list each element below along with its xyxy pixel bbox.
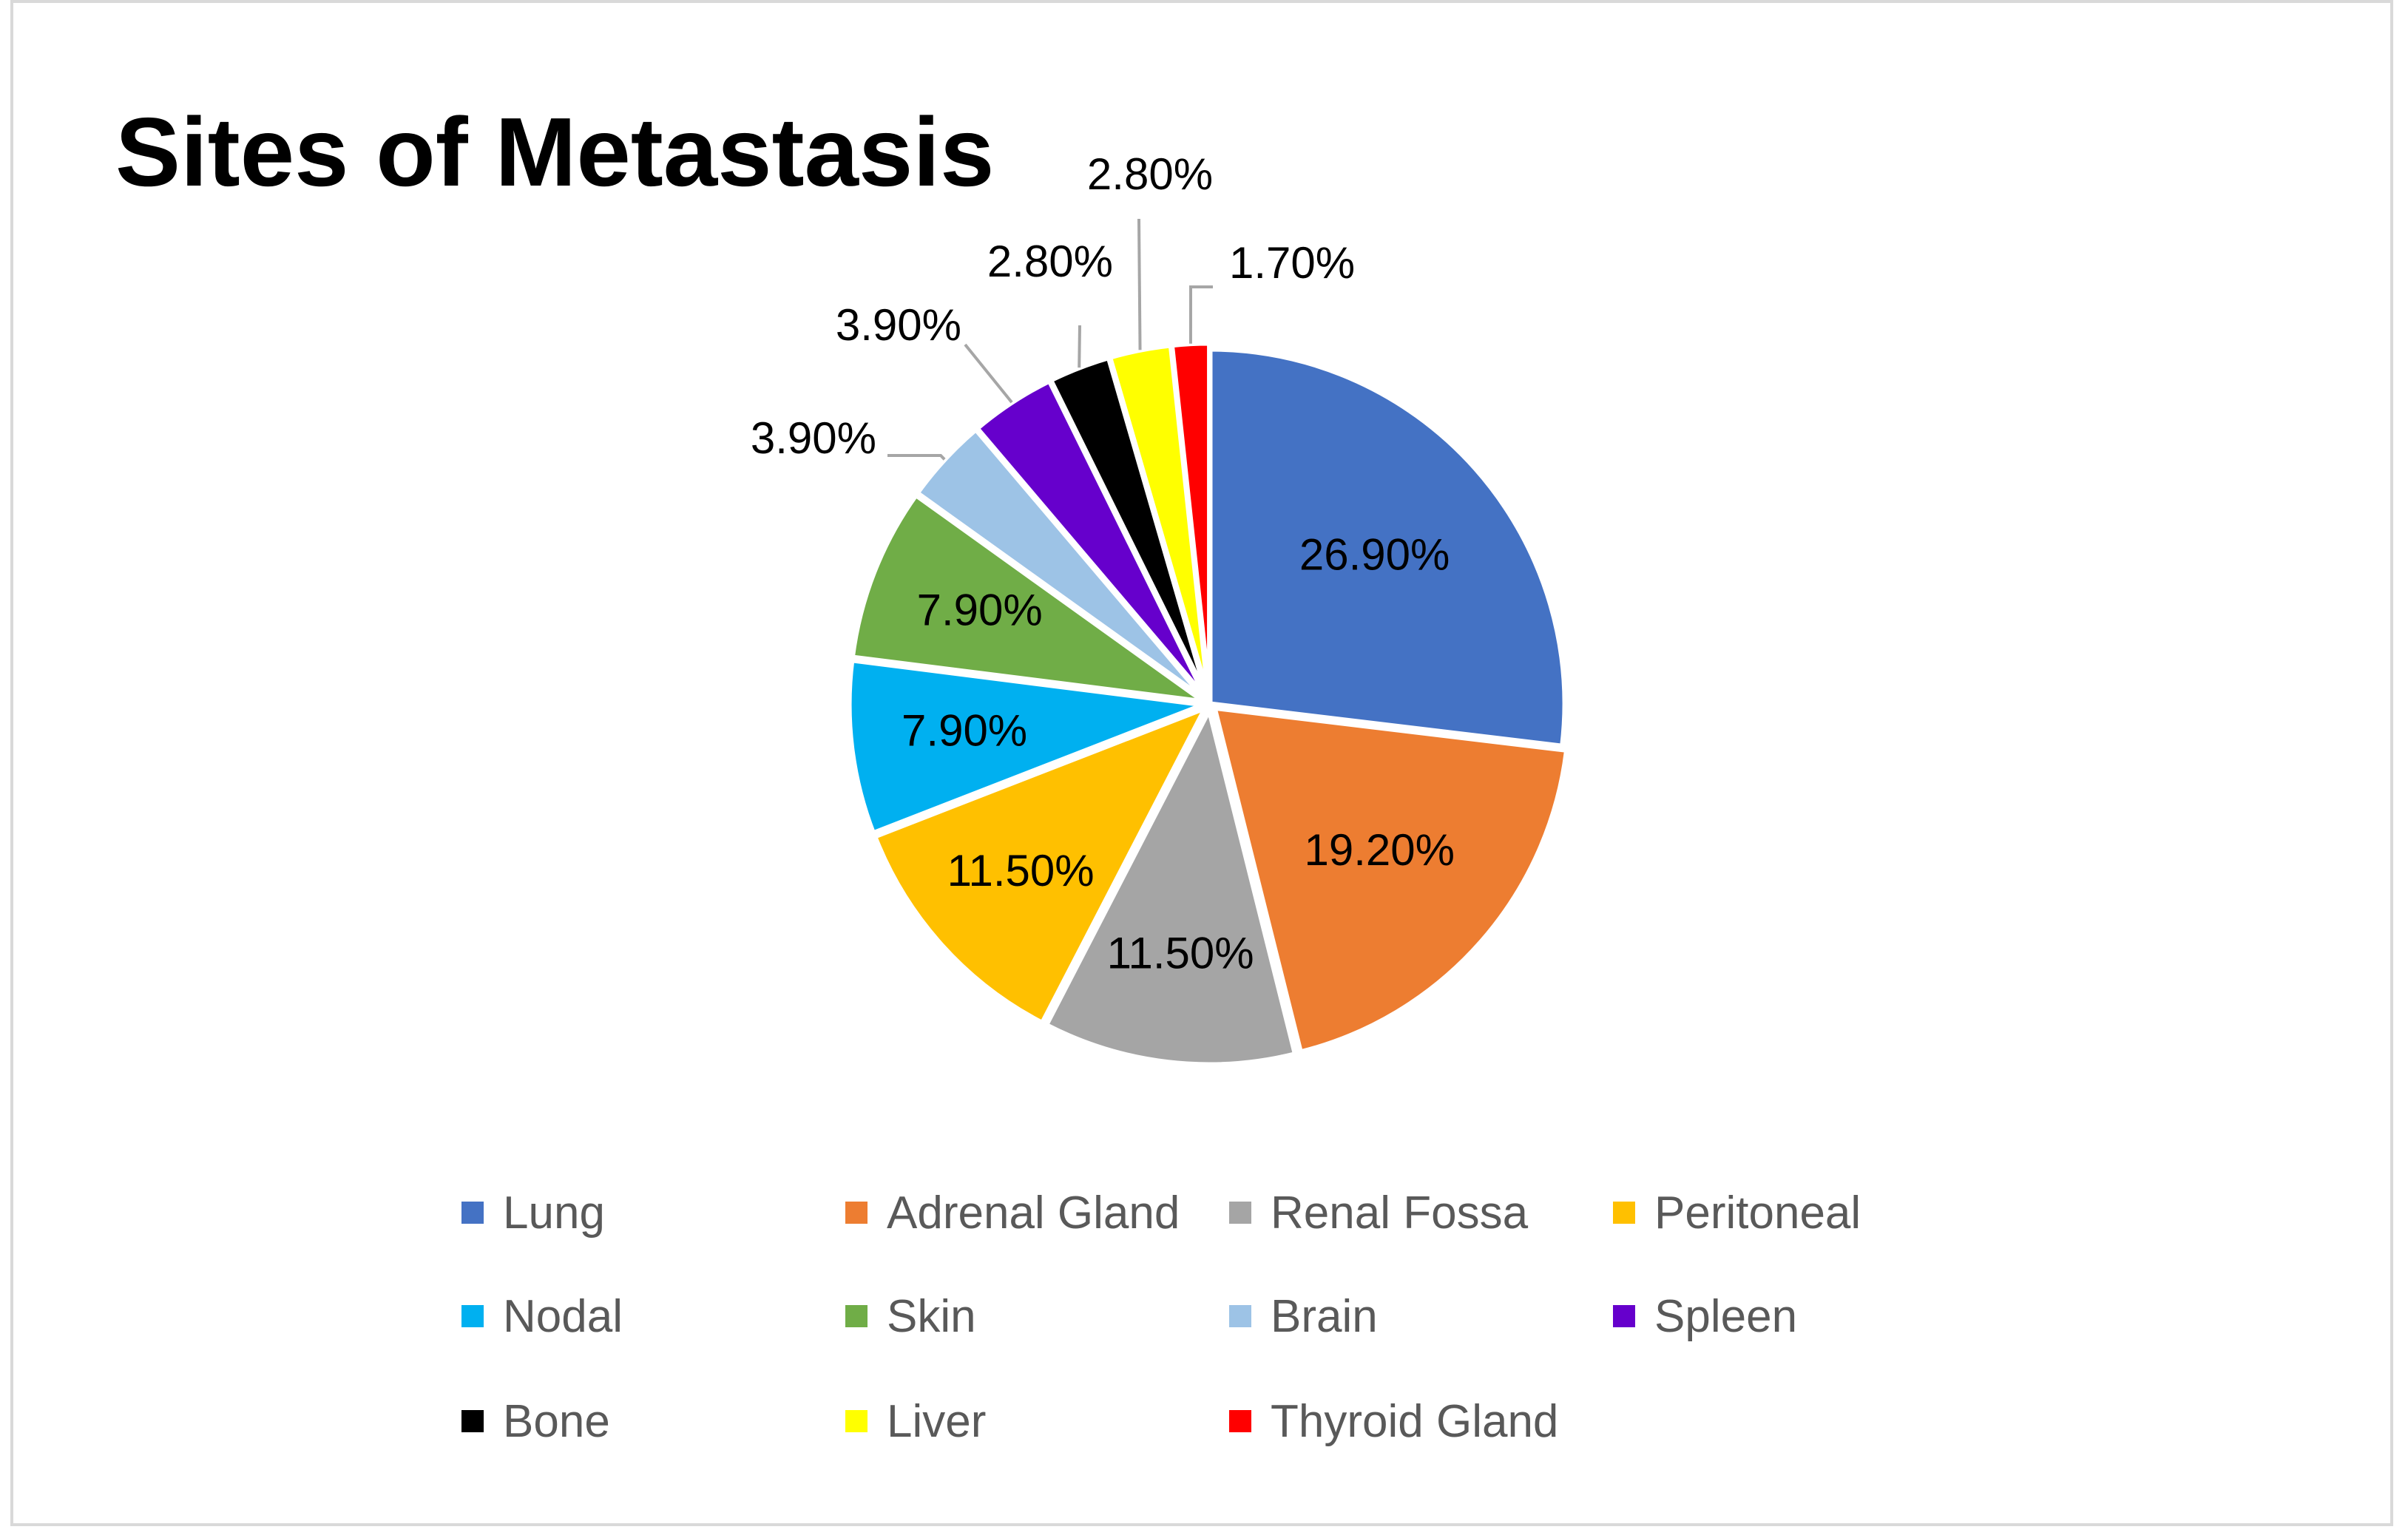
data-label-thyroid-gland: 1.70% [1229, 238, 1355, 288]
legend-label: Bone [503, 1395, 610, 1447]
legend-swatch [461, 1410, 484, 1432]
leader-line-liver [1137, 218, 1142, 350]
legend-label: Peritoneal [1654, 1187, 1861, 1239]
legend-swatch [461, 1305, 484, 1327]
legend-item-renal-fossa: Renal Fossa [1229, 1183, 1528, 1242]
pie-slice-skin [849, 491, 1206, 705]
leader-line-bone [1078, 325, 1081, 368]
pie-slice-nodal [846, 657, 1205, 837]
legend-label: Nodal [503, 1290, 623, 1342]
legend-swatch [1229, 1305, 1251, 1327]
pie-slice-renal-fossa [1042, 702, 1299, 1068]
legend-label: Lung [503, 1187, 605, 1239]
leader-line-brain [887, 454, 946, 461]
legend-item-brain: Brain [1229, 1287, 1378, 1346]
legend-item-bone: Bone [461, 1392, 610, 1451]
data-label-nodal: 7.90% [902, 706, 1027, 756]
legend-label: Brain [1271, 1290, 1378, 1342]
legend-item-adrenal-gland: Adrenal Gland [845, 1183, 1180, 1242]
legend-item-liver: Liver [845, 1392, 986, 1451]
leader-line-thyroid-gland [1188, 285, 1213, 344]
legend-swatch [845, 1410, 868, 1432]
legend-swatch [461, 1202, 484, 1224]
pie-slice-peritoneal [871, 702, 1211, 1027]
legend-label: Liver [887, 1395, 987, 1447]
data-label-brain: 3.90% [751, 413, 876, 463]
data-label-renal-fossa: 11.50% [1107, 929, 1254, 978]
leader-line-spleen [964, 343, 1013, 404]
legend-swatch [1229, 1410, 1251, 1432]
data-label-peritoneal: 11.50% [947, 846, 1095, 895]
legend-item-nodal: Nodal [461, 1287, 623, 1346]
legend-label: Adrenal Gland [887, 1187, 1180, 1239]
legend-swatch [1613, 1305, 1635, 1327]
data-label-spleen: 3.90% [836, 300, 961, 350]
legend-swatch [1613, 1202, 1635, 1224]
pie-slice-adrenal-gland [1211, 705, 1570, 1056]
data-label-lung: 26.90% [1299, 529, 1450, 579]
legend-item-lung: Lung [461, 1183, 605, 1242]
data-label-liver: 2.80% [1087, 149, 1213, 199]
legend-label: Thyroid Gland [1271, 1395, 1559, 1447]
legend-item-peritoneal: Peritoneal [1613, 1183, 1861, 1242]
legend-swatch [845, 1202, 868, 1224]
legend-item-thyroid-gland: Thyroid Gland [1229, 1392, 1558, 1451]
legend-swatch [845, 1305, 868, 1327]
legend-swatch [1229, 1202, 1251, 1224]
legend-label: Spleen [1654, 1290, 1798, 1342]
legend-label: Renal Fossa [1271, 1187, 1529, 1239]
chart-title: Sites of Metastasis [115, 98, 995, 206]
pie-slice-lung [1207, 346, 1568, 750]
legend-item-skin: Skin [845, 1287, 976, 1346]
data-label-skin: 7.90% [917, 586, 1043, 635]
data-label-bone: 2.80% [987, 237, 1113, 286]
legend-item-spleen: Spleen [1613, 1287, 1797, 1346]
legend-label: Skin [887, 1290, 976, 1342]
data-label-adrenal-gland: 19.20% [1304, 825, 1455, 875]
